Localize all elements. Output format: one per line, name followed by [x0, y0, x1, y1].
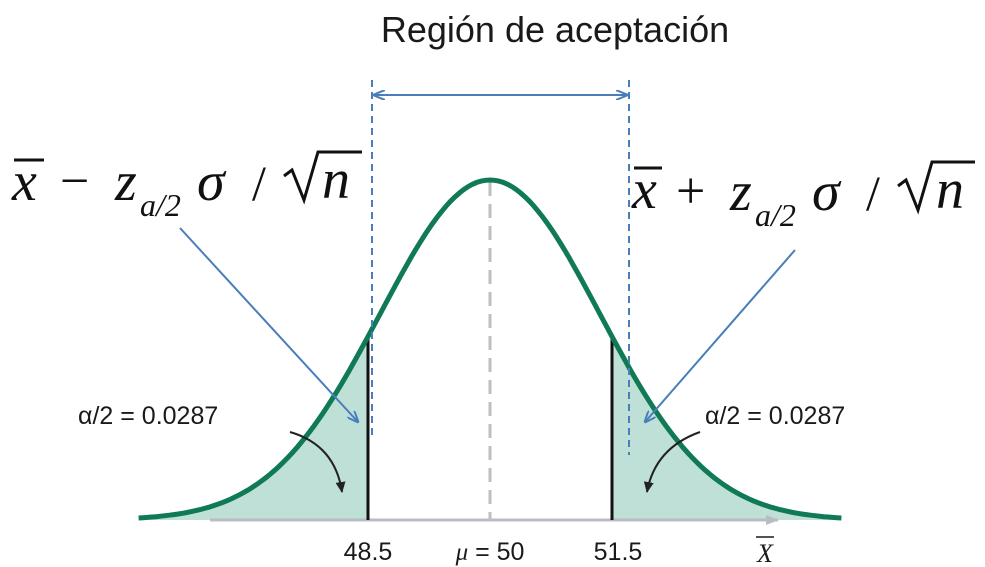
right-alpha-pointer-arrow: [643, 431, 701, 493]
lower-formula-sigma: σ: [197, 151, 227, 213]
upper-formula-sigma: σ: [812, 161, 842, 223]
left-tail-region: [138, 336, 368, 520]
lower-formula-sqrt-sign: [283, 150, 362, 205]
lower-formula-n: n: [322, 149, 350, 211]
upper-formula-n: n: [936, 159, 964, 221]
upper-formula-z: z: [729, 161, 752, 223]
mean-label: μ = 50: [455, 538, 525, 566]
upper-formula-subscript: a/2: [755, 197, 796, 233]
lower-formula-slash: /: [252, 155, 266, 211]
upper-critical-value-label: 51.5: [594, 538, 643, 566]
upper-formula-xbar: x: [631, 159, 657, 221]
right-alpha-label: α/2 = 0.0287: [705, 402, 845, 430]
normal-curve: [138, 177, 842, 521]
lower-bound-formula: x − z a/2 σ / n: [11, 149, 362, 223]
left-alpha-label: α/2 = 0.0287: [78, 402, 218, 430]
right-tail-region: [612, 336, 842, 520]
lower-formula-operator: −: [60, 153, 89, 210]
upper-formula-slash: /: [866, 165, 880, 221]
lower-critical-value-label: 48.5: [344, 538, 393, 566]
upper-formula-operator: +: [676, 163, 705, 220]
left-alpha-pointer-arrow: [289, 431, 346, 493]
upper-bound-formula: x + z a/2 σ / n: [631, 159, 975, 233]
mean-value: = 50: [468, 538, 524, 566]
mu-symbol: μ: [455, 539, 469, 566]
lower-formula-subscript: a/2: [140, 187, 181, 223]
axis-variable-label: X: [756, 539, 774, 567]
chart-title: Región de aceptación: [381, 9, 729, 50]
lower-formula-pointer-arrow: [179, 227, 358, 422]
upper-formula-sqrt-sign: [897, 160, 975, 215]
upper-formula-pointer-arrow: [645, 249, 796, 422]
lower-formula-xbar: x: [11, 151, 37, 213]
lower-formula-z: z: [114, 151, 137, 213]
